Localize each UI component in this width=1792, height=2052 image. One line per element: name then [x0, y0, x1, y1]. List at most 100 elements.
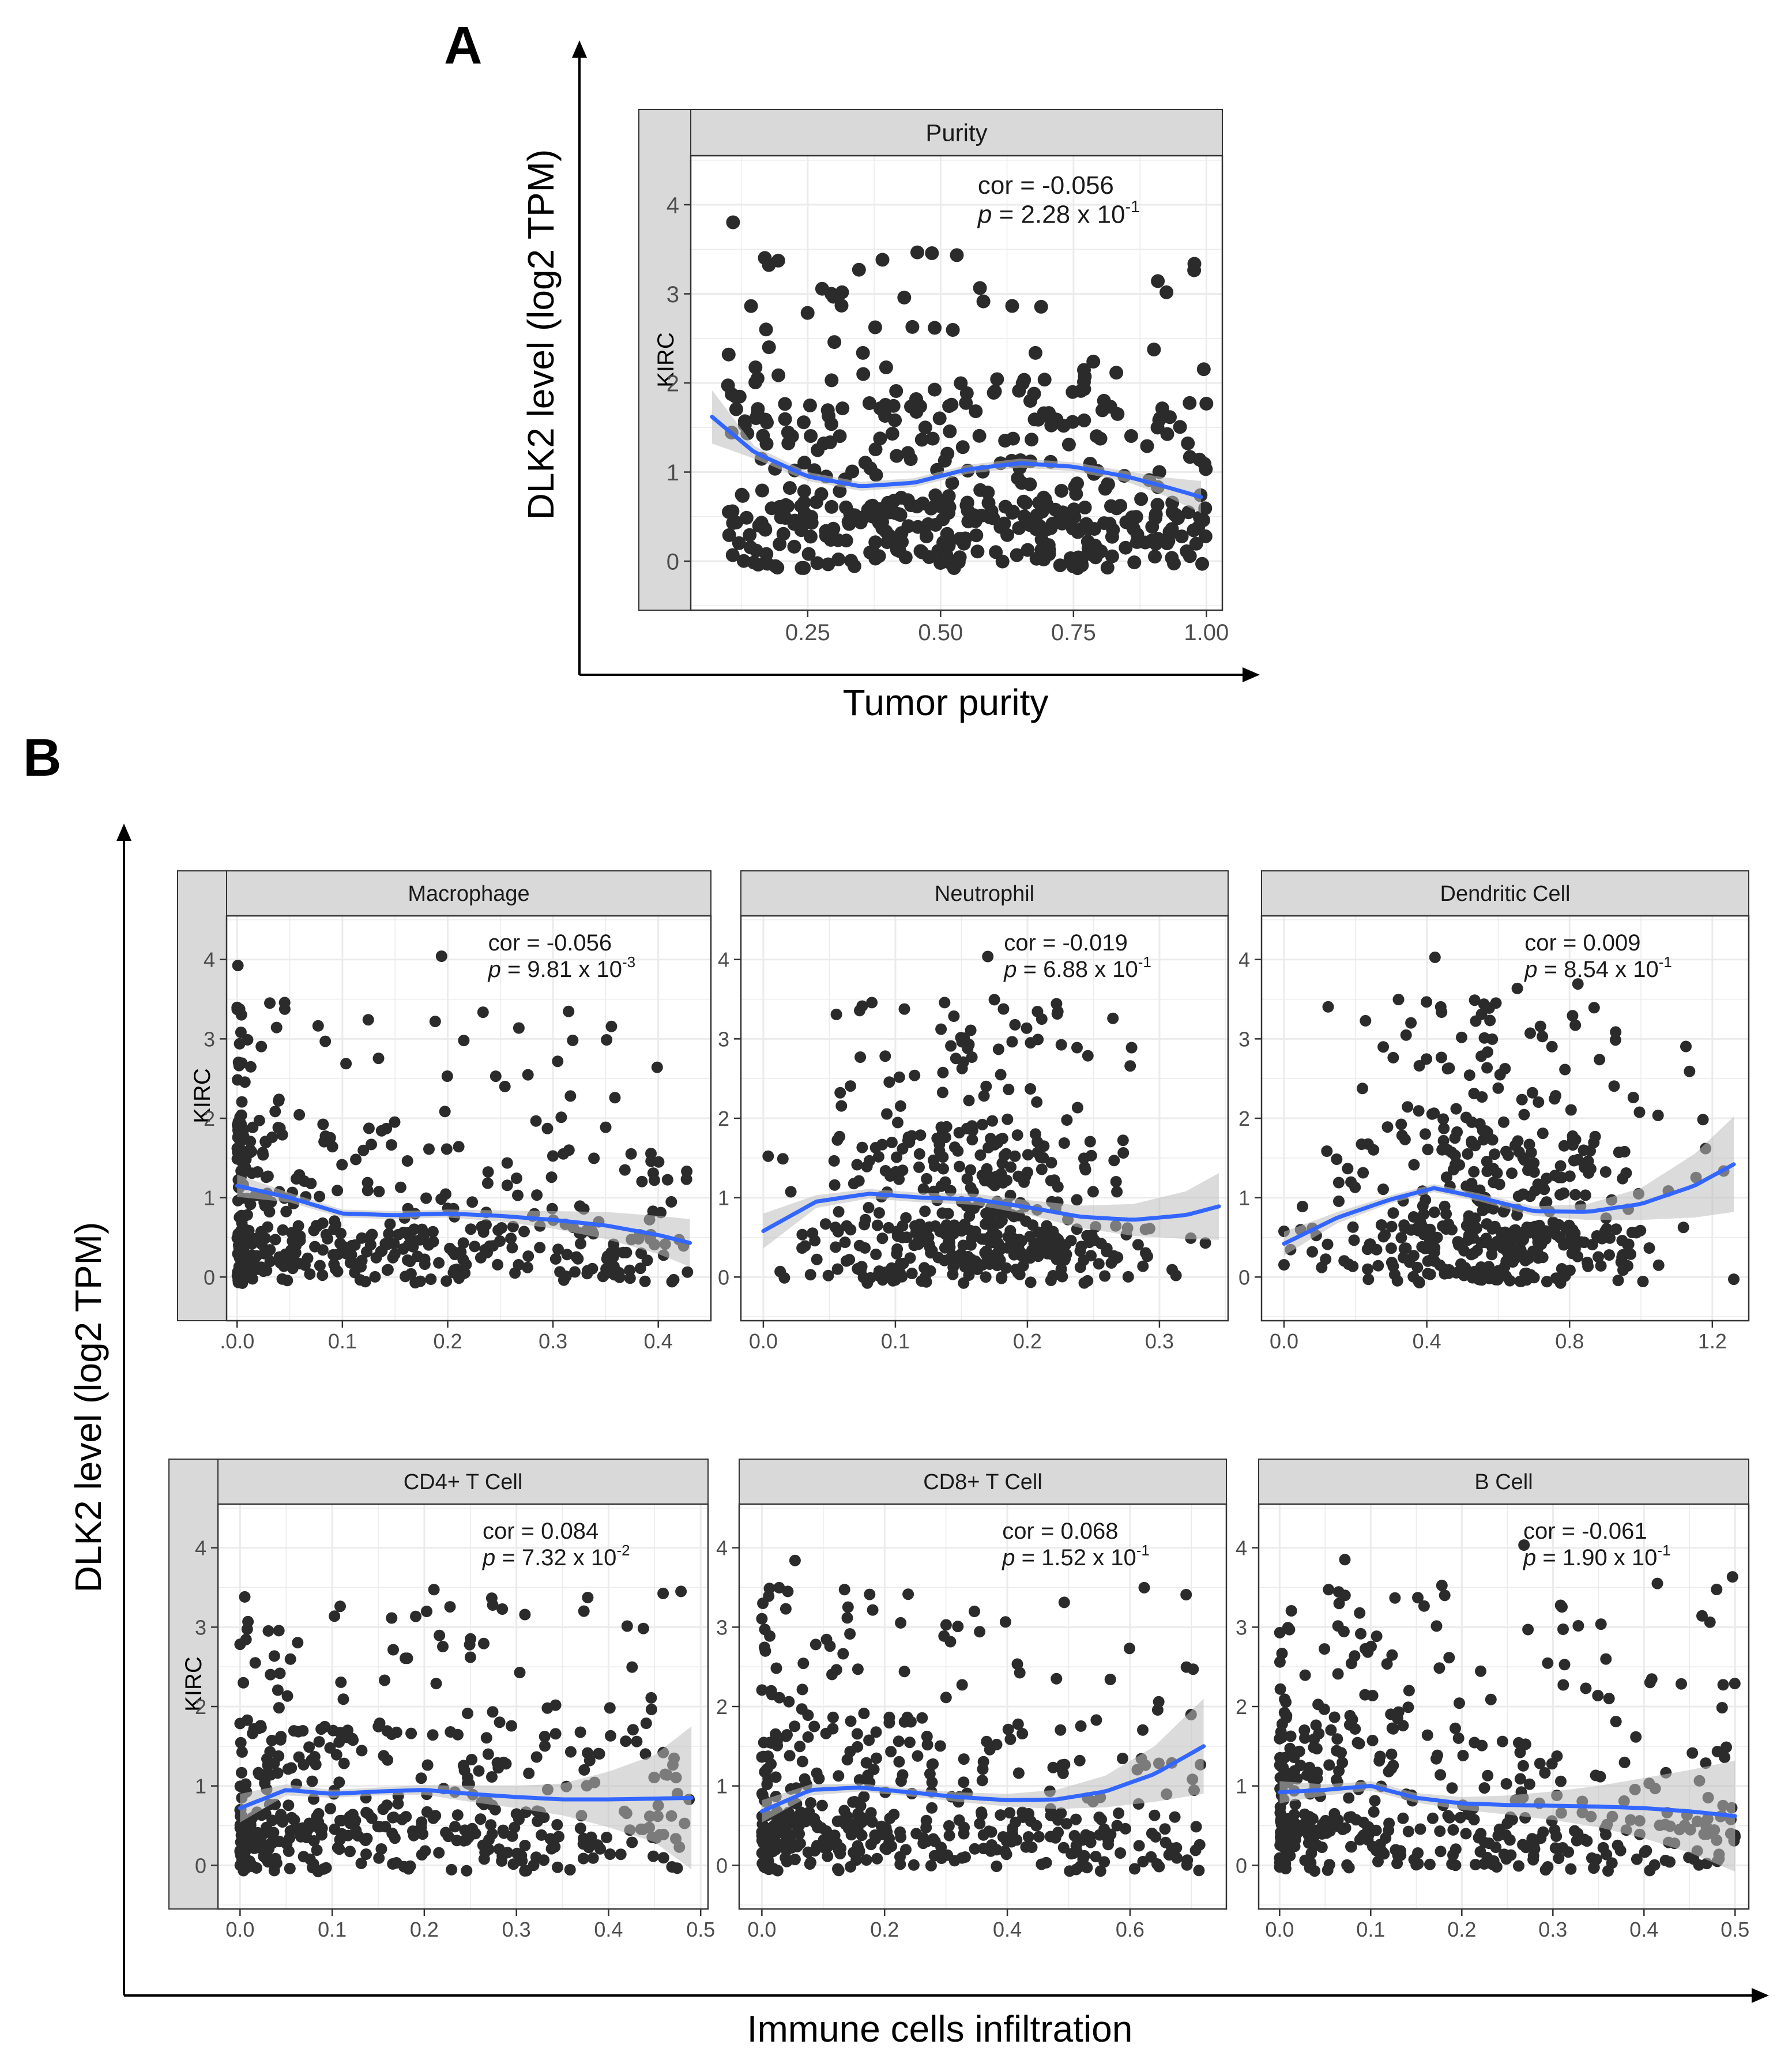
data-point	[507, 1220, 519, 1232]
data-point	[973, 483, 988, 497]
data-point	[1057, 1841, 1070, 1854]
data-point	[1051, 1008, 1063, 1020]
data-point	[1424, 1227, 1436, 1239]
data-point	[905, 320, 920, 334]
data-point	[1476, 1091, 1488, 1103]
data-point	[1439, 1589, 1451, 1602]
data-point	[1071, 1102, 1083, 1114]
data-point	[334, 1600, 346, 1613]
data-point	[236, 1746, 248, 1758]
data-point	[950, 248, 964, 262]
data-point	[538, 1854, 550, 1866]
data-point	[893, 1071, 905, 1083]
data-point	[759, 437, 774, 451]
y-tick-label: 1	[1238, 1186, 1250, 1210]
data-point	[439, 1106, 451, 1118]
data-point	[1357, 1167, 1369, 1179]
data-point	[834, 1087, 846, 1099]
data-point	[523, 1767, 535, 1779]
data-point	[1463, 1213, 1475, 1226]
data-point	[1124, 1643, 1135, 1655]
data-point	[1345, 1841, 1357, 1853]
data-point	[1659, 1854, 1671, 1866]
data-point	[292, 1637, 304, 1649]
data-point	[1345, 1811, 1357, 1823]
data-point	[1385, 1242, 1397, 1254]
data-point	[815, 1822, 827, 1834]
data-point	[998, 434, 1012, 448]
data-point	[1113, 1807, 1125, 1819]
data-point	[1067, 502, 1081, 517]
x-tick-label: 0.2	[870, 1918, 899, 1941]
data-point	[1187, 1663, 1199, 1675]
data-point	[940, 1619, 952, 1631]
data-point	[1357, 1083, 1368, 1095]
data-point	[379, 1238, 391, 1250]
panel-a-axes	[572, 40, 1260, 682]
data-point	[1105, 549, 1119, 563]
data-point	[636, 1175, 648, 1187]
data-point	[1507, 1230, 1518, 1242]
data-point	[239, 1232, 251, 1245]
data-point	[721, 378, 735, 393]
data-point	[265, 1668, 277, 1681]
y-tick-label: 4	[667, 193, 679, 218]
data-point	[804, 429, 818, 443]
data-point	[1480, 1129, 1492, 1141]
data-point	[1599, 1166, 1612, 1178]
data-point	[781, 1855, 793, 1867]
data-point	[1558, 1140, 1570, 1152]
data-point	[1289, 1798, 1301, 1810]
data-point	[233, 1059, 245, 1072]
data-point	[293, 1824, 305, 1836]
data-point	[858, 456, 872, 470]
data-point	[890, 449, 904, 463]
data-point	[1190, 1821, 1202, 1833]
data-point	[1025, 433, 1039, 447]
data-point	[369, 1271, 381, 1283]
data-point	[970, 544, 985, 559]
data-point	[578, 1764, 590, 1776]
data-point	[955, 1032, 967, 1044]
data-point	[651, 1061, 663, 1073]
data-point	[776, 1824, 788, 1836]
data-point	[936, 1087, 948, 1099]
p-annotation-cd8: p = 1.52 x 10-1	[1002, 1542, 1150, 1570]
data-point	[334, 1834, 346, 1846]
data-point	[1320, 1827, 1332, 1839]
data-point	[604, 1848, 616, 1860]
data-point	[1450, 1103, 1462, 1115]
x-tick-label: 0.2	[433, 1329, 462, 1353]
data-point	[1056, 1271, 1068, 1283]
data-point	[1170, 1269, 1182, 1281]
data-point	[231, 1001, 243, 1013]
data-point	[587, 1852, 599, 1864]
data-point	[871, 1752, 882, 1764]
data-point	[1366, 1734, 1379, 1746]
data-point	[789, 1554, 801, 1566]
data-point	[336, 1159, 348, 1171]
data-point	[1446, 1224, 1458, 1236]
data-point	[469, 1241, 481, 1253]
data-point	[870, 1248, 882, 1260]
data-point	[1499, 1239, 1511, 1252]
data-point	[821, 557, 835, 572]
y-tick-label: 3	[1238, 1027, 1250, 1051]
data-point	[553, 1831, 564, 1843]
data-point	[392, 1798, 404, 1810]
data-point	[992, 1043, 1004, 1055]
data-point	[815, 281, 829, 296]
data-point	[236, 1276, 249, 1288]
data-point	[1557, 1623, 1569, 1635]
data-point	[988, 994, 1000, 1006]
data-point	[492, 1258, 503, 1271]
data-point	[853, 1239, 865, 1252]
data-point	[1060, 1818, 1072, 1830]
data-point	[938, 453, 952, 468]
data-point	[778, 511, 793, 525]
data-point	[1333, 1195, 1345, 1207]
data-point	[421, 1606, 432, 1617]
data-point	[303, 1817, 315, 1829]
